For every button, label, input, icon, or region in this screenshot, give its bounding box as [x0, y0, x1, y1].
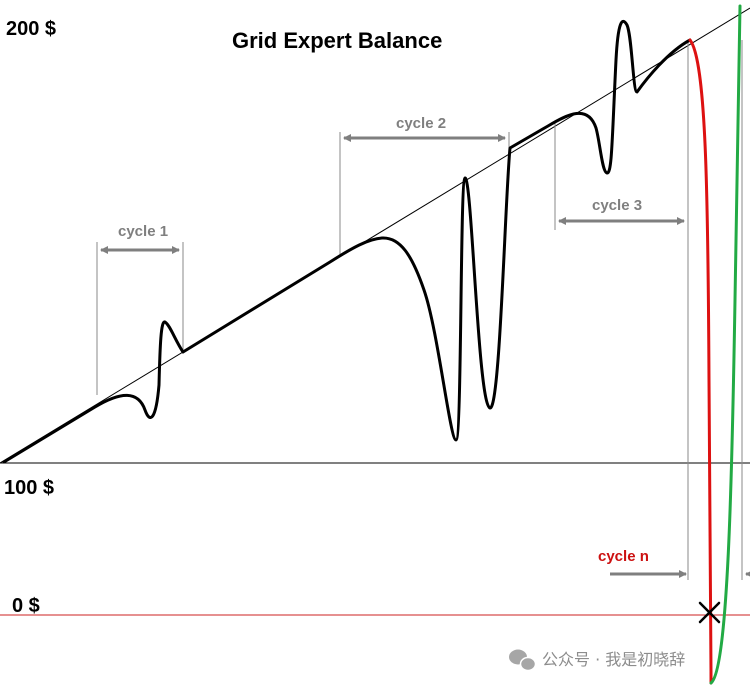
cycle-1-label: cycle 1 — [118, 223, 168, 240]
cycle-boundaries — [96, 40, 743, 580]
cycle-arrows — [100, 134, 750, 578]
cycle-2-label: cycle 2 — [396, 115, 446, 132]
wechat-icon — [509, 649, 537, 672]
failure-curve — [688, 38, 713, 685]
diagram-title: Grid Expert Balance — [232, 28, 442, 53]
axis-label-100: 100 $ — [4, 477, 54, 499]
watermark-text: 公众号 · 我是初晓辞 — [542, 650, 685, 669]
growth-trend-line — [0, 7, 750, 464]
cycle-n-label: cycle n — [598, 548, 649, 565]
alternative-curve — [709, 4, 742, 685]
balance-curve — [2, 19, 692, 464]
watermark: 公众号 · 我是初晓辞 — [509, 649, 685, 672]
axis-label-200: 200 $ — [6, 18, 56, 40]
cross-icon — [698, 601, 721, 624]
axis-label-0: 0 $ — [12, 595, 40, 617]
cycle-3-label: cycle 3 — [592, 197, 642, 214]
